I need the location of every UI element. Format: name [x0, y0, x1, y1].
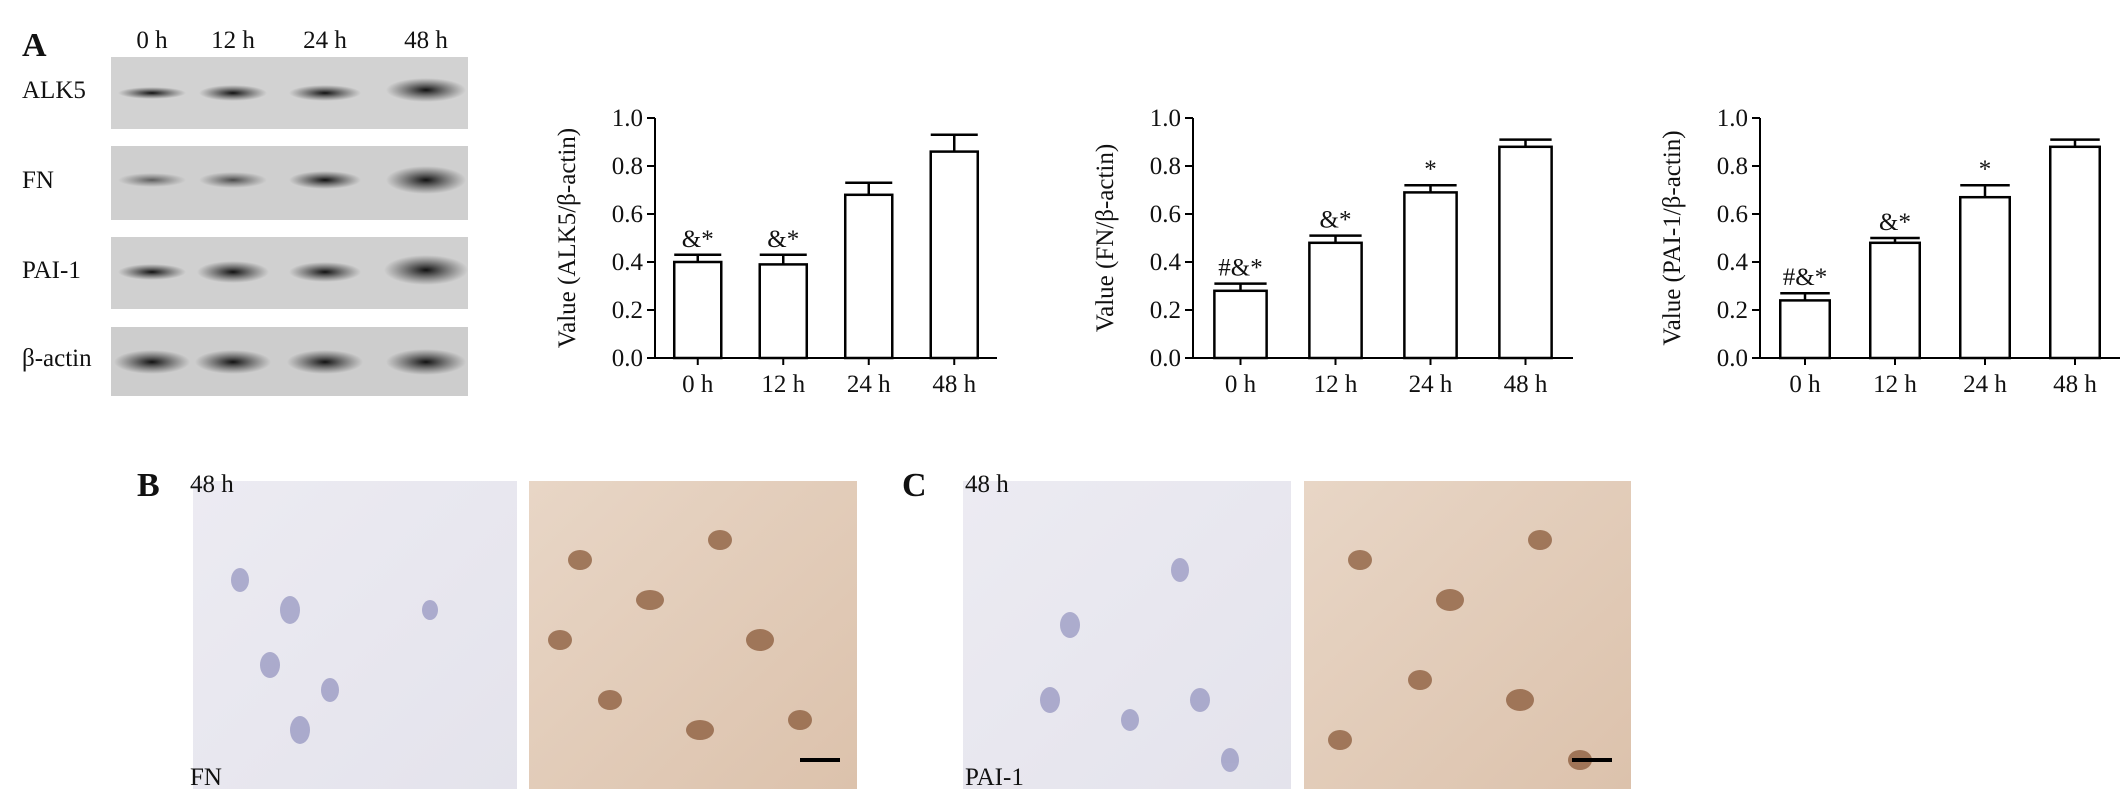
micrograph-time: 48 h: [190, 471, 234, 498]
x-tick-label: 12 h: [1314, 371, 1358, 398]
bar: [1308, 241, 1363, 360]
row-label: PAI-1: [22, 257, 81, 284]
y-tick-label: 1.0: [1150, 105, 1181, 132]
bar: [672, 260, 723, 360]
y-tick-label: 0.4: [1150, 249, 1182, 276]
y-axis-label: Value (FN/β-actin): [1092, 144, 1119, 332]
panel-label: A: [22, 27, 47, 64]
y-tick-label: 0.4: [612, 249, 644, 276]
row-label: FN: [22, 167, 54, 194]
y-tick-label: 0.6: [612, 201, 643, 228]
y-tick-label: 0.2: [612, 297, 643, 324]
x-tick-label: 12 h: [761, 371, 805, 398]
y-tick-label: 0.4: [1717, 249, 1749, 276]
row-label: β-actin: [22, 345, 92, 372]
lane-label: 48 h: [404, 27, 448, 54]
significance-label: #&*: [1783, 264, 1827, 291]
micrographs: [193, 481, 1631, 789]
significance-label: &*: [1320, 207, 1352, 234]
x-tick-label: 48 h: [932, 371, 976, 398]
bar: [1779, 299, 1831, 360]
y-tick-label: 0.2: [1150, 297, 1181, 324]
x-tick-label: 0 h: [682, 371, 714, 398]
panel-label: B: [137, 467, 160, 504]
y-tick-label: 0.0: [1150, 345, 1181, 372]
lane-label: 24 h: [303, 27, 347, 54]
panel-label: C: [902, 467, 927, 504]
bar: [1213, 289, 1268, 360]
y-tick-label: 0.2: [1717, 297, 1748, 324]
bar: [2049, 145, 2101, 360]
x-tick-label: 0 h: [1789, 371, 1821, 398]
y-tick-label: 0.8: [612, 153, 643, 180]
micrograph-stain: PAI-1: [965, 764, 1024, 789]
y-tick-label: 0.6: [1150, 201, 1181, 228]
row-label: ALK5: [22, 77, 86, 104]
x-tick-label: 0 h: [1225, 371, 1257, 398]
micrograph-time: 48 h: [965, 471, 1009, 498]
x-tick-label: 24 h: [1963, 371, 2007, 398]
y-tick-label: 0.6: [1717, 201, 1748, 228]
bar: [758, 263, 809, 360]
y-tick-label: 0.8: [1717, 153, 1748, 180]
x-tick-label: 24 h: [1409, 371, 1453, 398]
bar: [1959, 195, 2011, 360]
y-tick-label: 1.0: [612, 105, 643, 132]
bar: [843, 193, 894, 360]
bar: [1403, 191, 1458, 360]
lane-label: 0 h: [136, 27, 168, 54]
y-tick-label: 1.0: [1717, 105, 1748, 132]
lane-label: 12 h: [211, 27, 255, 54]
x-tick-label: 48 h: [2053, 371, 2097, 398]
significance-label: #&*: [1218, 255, 1262, 282]
bar: [1869, 241, 1921, 360]
bar: [929, 150, 980, 360]
significance-label: *: [1979, 156, 1992, 183]
x-tick-label: 12 h: [1873, 371, 1917, 398]
bar: [1498, 145, 1553, 360]
significance-label: &*: [682, 226, 714, 253]
significance-label: &*: [1879, 209, 1911, 236]
significance-label: *: [1424, 156, 1437, 183]
micrograph-stain: FN: [190, 764, 222, 789]
x-tick-label: 48 h: [1504, 371, 1548, 398]
y-tick-label: 0.0: [612, 345, 643, 372]
y-tick-label: 0.0: [1717, 345, 1748, 372]
significance-label: &*: [767, 226, 799, 253]
y-axis-label: Value (PAI-1/β-actin): [1659, 130, 1686, 345]
y-axis-label: Value (ALK5/β-actin): [554, 128, 581, 348]
y-tick-label: 0.8: [1150, 153, 1181, 180]
blot: [111, 57, 468, 396]
x-tick-label: 24 h: [847, 371, 891, 398]
